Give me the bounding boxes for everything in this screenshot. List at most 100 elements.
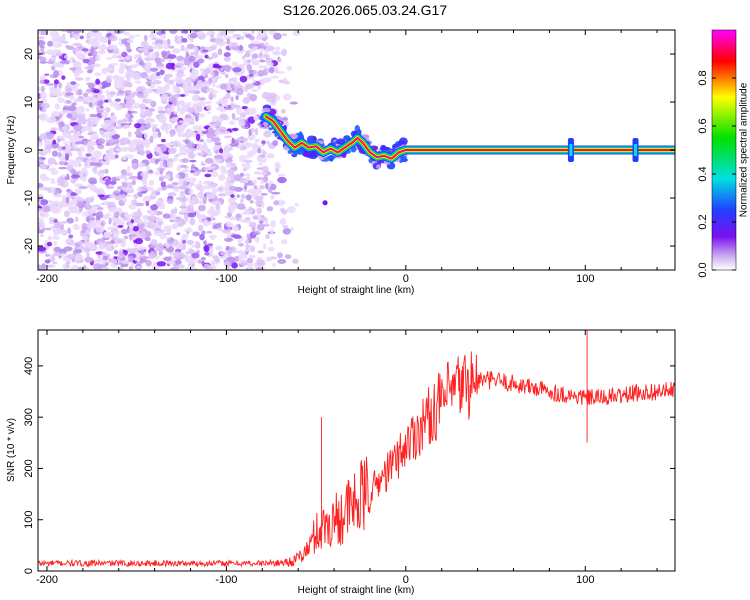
noise-blob bbox=[44, 259, 51, 264]
noise-blob bbox=[171, 94, 175, 97]
noise-blob bbox=[150, 73, 159, 81]
transition-blob bbox=[268, 127, 273, 131]
noise-blob bbox=[141, 138, 149, 147]
noise-blob bbox=[66, 188, 72, 193]
noise-blob bbox=[243, 184, 248, 190]
noise-blob bbox=[69, 94, 75, 101]
noise-blob bbox=[128, 117, 133, 123]
noise-blob bbox=[238, 36, 244, 40]
noise-blob bbox=[254, 138, 260, 143]
noise-blob bbox=[176, 100, 181, 107]
noise-blob bbox=[61, 75, 66, 80]
noise-blob bbox=[179, 100, 185, 103]
noise-blob bbox=[187, 152, 196, 159]
noise-blob bbox=[213, 209, 221, 216]
noise-blob bbox=[115, 175, 125, 180]
noise-blob bbox=[85, 96, 89, 102]
noise-blob bbox=[225, 245, 230, 251]
noise-blob bbox=[259, 199, 263, 204]
noise-blob bbox=[85, 39, 90, 44]
noise-blob bbox=[136, 188, 145, 192]
snr-series-line bbox=[38, 330, 675, 569]
noise-blob bbox=[231, 262, 238, 269]
noise-blob bbox=[186, 101, 192, 107]
noise-blob bbox=[58, 81, 62, 89]
noise-blob bbox=[162, 45, 170, 50]
spectrogram-y-tick-label: -10 bbox=[23, 190, 35, 206]
noise-blob bbox=[123, 177, 129, 182]
spectrogram-y-tick-label: -20 bbox=[23, 238, 35, 254]
noise-blob bbox=[63, 59, 70, 65]
noise-blob bbox=[168, 96, 177, 103]
noise-blob bbox=[199, 151, 204, 156]
noise-blob bbox=[58, 113, 63, 119]
noise-blob bbox=[50, 168, 59, 176]
noise-blob bbox=[104, 36, 109, 40]
noise-blob bbox=[218, 126, 227, 134]
noise-blob bbox=[225, 153, 233, 158]
snr-y-tick-label: 200 bbox=[23, 459, 35, 477]
noise-blob bbox=[120, 212, 126, 219]
noise-blob bbox=[40, 199, 49, 206]
noise-blob bbox=[41, 102, 50, 109]
colorbar-tick-label: 0.6 bbox=[697, 118, 709, 133]
noise-blob bbox=[156, 225, 162, 229]
noise-blob bbox=[250, 127, 255, 133]
noise-blob bbox=[225, 93, 231, 100]
noise-blob bbox=[217, 193, 227, 197]
noise-blob bbox=[165, 62, 175, 70]
noise-blob bbox=[39, 113, 48, 121]
noise-blob bbox=[109, 180, 117, 185]
noise-blob bbox=[98, 84, 103, 88]
noise-blob bbox=[160, 30, 166, 35]
noise-blob bbox=[235, 95, 239, 100]
noise-blob bbox=[65, 100, 72, 104]
noise-blob bbox=[181, 123, 189, 128]
noise-blob bbox=[185, 128, 193, 136]
noise-blob bbox=[178, 178, 184, 186]
noise-blob bbox=[160, 124, 168, 131]
noise-blob bbox=[290, 227, 294, 231]
noise-blob bbox=[134, 130, 143, 136]
noise-blob bbox=[265, 256, 273, 262]
noise-blob bbox=[218, 186, 223, 191]
noise-blob bbox=[101, 42, 106, 50]
noise-blob bbox=[238, 116, 244, 121]
noise-blob bbox=[196, 250, 200, 254]
noise-blob bbox=[42, 79, 50, 84]
noise-blob bbox=[230, 96, 234, 103]
noise-blob bbox=[118, 248, 123, 254]
noise-blob bbox=[219, 113, 229, 120]
noise-blob bbox=[138, 219, 143, 225]
noise-blob bbox=[56, 135, 65, 139]
noise-blob bbox=[39, 79, 45, 84]
noise-blob bbox=[53, 240, 58, 246]
noise-blob bbox=[134, 237, 144, 245]
noise-blob bbox=[277, 252, 283, 259]
noise-blob bbox=[152, 80, 162, 85]
spectrogram-y-tick-label: 20 bbox=[23, 48, 35, 60]
noise-blob bbox=[87, 148, 94, 154]
noise-blob bbox=[59, 60, 66, 64]
noise-blob bbox=[85, 229, 91, 237]
noise-blob bbox=[152, 265, 159, 270]
noise-blob bbox=[50, 178, 55, 182]
noise-blob bbox=[121, 182, 128, 188]
noise-blob bbox=[209, 166, 216, 169]
noise-blob bbox=[39, 45, 45, 49]
noise-blob bbox=[227, 81, 232, 85]
noise-blob bbox=[256, 267, 262, 270]
transition-blob bbox=[263, 122, 269, 128]
noise-blob bbox=[67, 238, 72, 244]
noise-blob bbox=[168, 214, 178, 221]
noise-blob bbox=[140, 71, 148, 79]
noise-blob bbox=[58, 255, 62, 259]
noise-blob bbox=[58, 124, 63, 130]
noise-blob bbox=[97, 254, 102, 259]
noise-blob bbox=[45, 83, 55, 86]
noise-blob bbox=[143, 50, 151, 57]
noise-blob bbox=[281, 209, 288, 215]
noise-blob bbox=[284, 254, 292, 260]
noise-blob bbox=[161, 138, 166, 143]
noise-blob bbox=[277, 258, 287, 265]
